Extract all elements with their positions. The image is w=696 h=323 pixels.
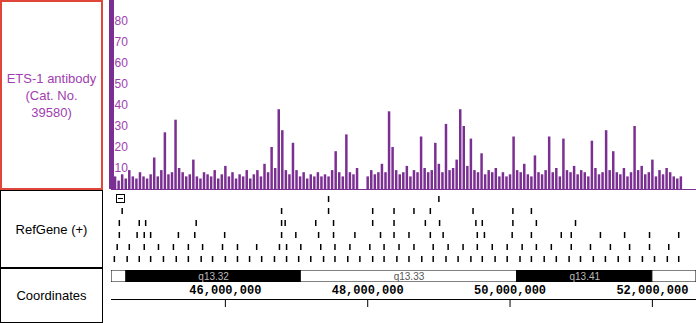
- svg-text:70: 70: [115, 35, 129, 49]
- svg-text:10: 10: [115, 161, 129, 175]
- svg-text:q13.41: q13.41: [569, 271, 600, 282]
- svg-text:q13.33: q13.33: [394, 271, 425, 282]
- html-text:ETS-1 antibody (Cat. No. 39580: ETS-1 antibody (Cat. No. 39580): [6, 70, 97, 120]
- svg-text:40: 40: [115, 98, 129, 112]
- svg-text:48,000,000: 48,000,000: [332, 284, 404, 298]
- html-text:Coordinates: Coordinates: [16, 288, 87, 303]
- svg-text:46,000,000: 46,000,000: [189, 284, 261, 298]
- svg-text:30: 30: [115, 119, 129, 133]
- svg-text:60: 60: [115, 56, 129, 70]
- svg-text:80: 80: [115, 14, 129, 28]
- svg-text:20: 20: [115, 140, 129, 154]
- svg-text:50,000,000: 50,000,000: [474, 284, 546, 298]
- svg-text:q13.32: q13.32: [198, 271, 229, 282]
- html-text:RefGene (+): RefGene (+): [15, 221, 88, 237]
- svg-text:50: 50: [115, 77, 129, 91]
- svg-text:52,000,000: 52,000,000: [616, 284, 688, 298]
